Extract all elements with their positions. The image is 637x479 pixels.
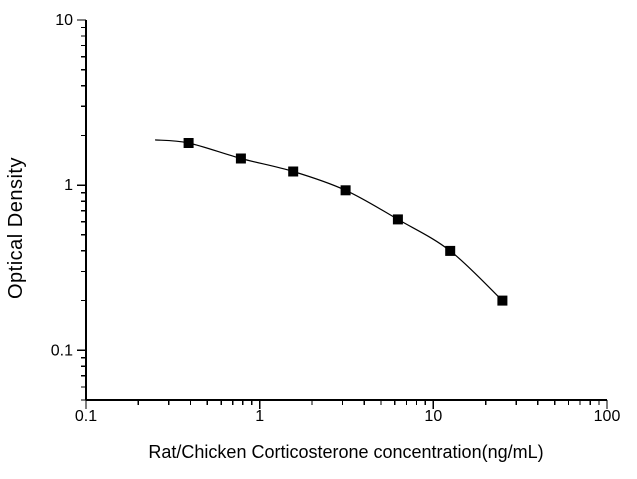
data-point-marker xyxy=(288,166,299,177)
y-tick-label: 10 xyxy=(55,12,73,29)
data-point-marker xyxy=(497,295,508,306)
series-layer xyxy=(155,138,508,306)
y-axis-title: Optical Density xyxy=(5,157,27,299)
data-point-marker xyxy=(445,245,456,256)
x-tick-label: 1 xyxy=(255,408,264,425)
data-point-marker xyxy=(235,153,246,164)
data-point-marker xyxy=(183,138,194,148)
axes-layer: 0.1 1 10 100 0.1 1 10 xyxy=(51,12,621,425)
x-tick-label: 10 xyxy=(424,408,442,425)
x-tick-label: 0.1 xyxy=(75,408,97,425)
x-axis-title: Rat/Chicken Corticosterone concentration… xyxy=(148,442,543,462)
data-point-marker xyxy=(392,214,403,225)
standard-curve-line xyxy=(155,139,503,302)
x-tick-label: 100 xyxy=(594,408,621,425)
y-tick-label: 1 xyxy=(64,177,73,194)
data-point-marker xyxy=(340,185,351,196)
y-tick-label: 0.1 xyxy=(51,342,73,359)
